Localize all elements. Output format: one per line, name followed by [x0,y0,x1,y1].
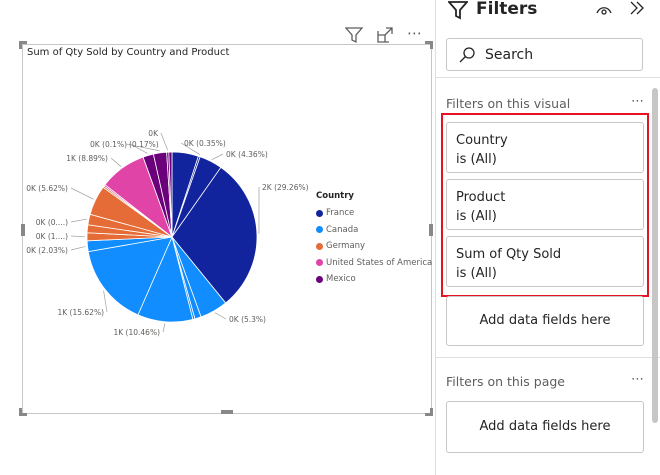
leader-line [160,132,168,151]
legend-label: France [326,208,355,219]
leader-line [180,142,201,155]
filter-card-product[interactable]: Product is (All) [446,179,644,230]
data-label: 0K (0....) [36,218,68,227]
pie-chart: 0K (0.35%)0K (4.36%) 2K (29.26%) 0K (5.3%)… [26,129,309,337]
leader-line [125,143,160,152]
leader-line [70,246,86,251]
leader-line [211,153,224,160]
filter-icon [447,0,469,24]
data-label: 0K (0.1%) [90,140,127,149]
collapse-pane-icon[interactable] [629,0,645,20]
filters-pane: Filters Search Filters on this visual ⋯ … [435,0,660,475]
legend-marker [316,242,323,250]
resize-handle[interactable] [21,224,25,236]
legend-marker [316,275,323,283]
more-options-icon[interactable]: ⋯ [631,372,644,387]
leader-line [70,235,86,238]
legend-label: Mexico [326,274,356,285]
resize-handle[interactable] [429,224,433,236]
data-label: 0K (0.35%) [184,139,226,148]
data-label: 1K (15.62%) [57,308,104,317]
resize-handle[interactable] [19,41,27,49]
add-data-fields-page[interactable]: Add data fields here [446,401,644,453]
data-label: 0K (4.36%) [226,150,268,159]
legend-label: Germany [326,241,366,252]
pie-slice[interactable] [168,151,173,238]
legend-marker [316,259,323,267]
data-label: 0K (5.62%) [26,184,68,193]
legend-marker [316,226,323,234]
visual-section-label: Filters on this visual [446,96,571,111]
pie-slice[interactable] [87,236,173,316]
filter-state: is (All) [456,152,497,167]
scrollbar[interactable] [652,88,658,423]
data-label: 0K (2.03%) [26,246,68,255]
leader-line [110,157,122,167]
legend-item[interactable]: United States of America [316,255,432,272]
filter-field: Sum of Qty Sold [456,247,562,262]
data-label: 0K (1....) [36,232,68,241]
filter-card-qty-sold[interactable]: Sum of Qty Sold is (All) [446,236,644,287]
search-placeholder: Search [485,46,534,63]
legend-item[interactable]: Canada [316,222,432,239]
resize-handle[interactable] [221,410,233,414]
leader-line [70,187,94,200]
data-label: 2K (29.26%) [262,183,309,192]
filter-field: Country [456,133,508,148]
resize-handle[interactable] [425,408,433,416]
legend-title: Country [316,191,354,201]
filter-state: is (All) [456,209,497,224]
filter-state: is (All) [456,266,497,281]
data-label: 1K (8.89%) [66,154,108,163]
leader-line [70,218,87,223]
focus-mode-icon[interactable] [377,26,394,47]
divider [436,77,660,78]
data-label: 1K (10.46%) [113,328,160,337]
divider [436,357,660,358]
resize-handle[interactable] [425,41,433,49]
pie-slice[interactable] [171,166,258,304]
search-icon [459,46,475,62]
pane-title: Filters [476,0,538,19]
filter-field: Product [456,190,506,205]
resize-handle[interactable] [19,408,27,416]
legend: Country France Canada Germany United States… [316,191,432,288]
legend-label: Canada [326,224,359,235]
add-data-fields-visual[interactable]: Add data fields here [446,296,644,346]
data-label: 0K [148,129,159,138]
data-label: (0.17%) [129,140,159,149]
chart-title: Sum of Qty Sold by Country and Product [27,47,230,58]
legend-item[interactable]: Germany [316,238,432,255]
more-options-icon[interactable]: ⋯ [407,24,422,42]
legend-label: United States of America [326,257,433,268]
leader-line [214,312,227,320]
eye-icon[interactable] [596,2,612,21]
page-section-label: Filters on this page [446,374,565,389]
leader-line [103,290,108,313]
data-label: 0K (5.3%) [229,315,266,324]
filter-icon[interactable] [344,26,364,48]
legend-item[interactable]: France [316,205,432,222]
search-input[interactable]: Search [446,38,643,71]
leader-line [162,323,166,333]
filter-card-country[interactable]: Country is (All) [446,122,644,173]
legend-marker [316,209,323,217]
more-options-icon[interactable]: ⋯ [631,94,644,109]
legend-item[interactable]: Mexico [316,271,432,288]
